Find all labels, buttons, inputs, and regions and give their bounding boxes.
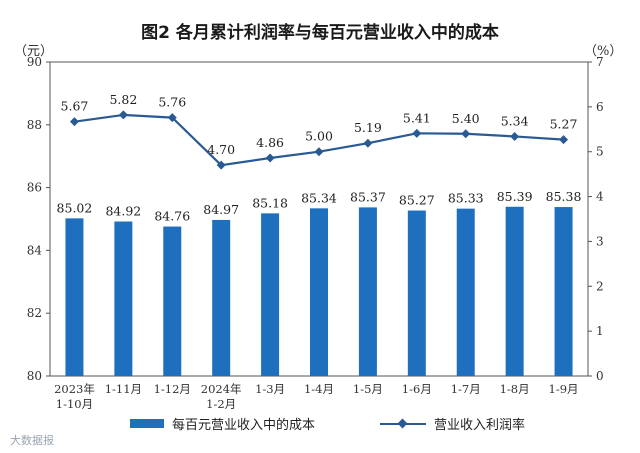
left-axis-tick-label: 80 — [27, 369, 42, 383]
line-point — [461, 129, 471, 139]
bar-data-label: 85.38 — [546, 189, 582, 204]
bar-data-label: 85.37 — [350, 189, 386, 204]
line-point — [314, 147, 324, 157]
x-axis-tick-label: 1-3月 — [255, 382, 285, 396]
bar — [65, 218, 84, 376]
bar — [358, 207, 377, 376]
right-axis-tick-label: 3 — [596, 234, 604, 248]
bar-data-label: 85.33 — [448, 191, 484, 206]
chart-title: 图2 各月累计利润率与每百元营业收入中的成本 — [141, 23, 499, 43]
bar — [310, 208, 328, 376]
bar — [407, 210, 426, 376]
x-axis-tick-label: 1-8月 — [500, 382, 530, 396]
right-axis-tick-label: 4 — [596, 190, 604, 204]
line-data-label: 4.86 — [256, 135, 284, 150]
x-axis-tick-label: 1-4月 — [304, 382, 334, 396]
bar-data-label: 85.18 — [252, 195, 288, 210]
right-axis-tick-label: 2 — [596, 279, 604, 293]
bar-data-label: 84.92 — [105, 204, 141, 219]
x-axis-tick-label: 1-5月 — [353, 382, 383, 396]
legend-bar-label: 每百元营业收入中的成本 — [172, 418, 316, 433]
bar-data-label: 84.97 — [203, 202, 239, 217]
left-axis-unit: （元） — [14, 44, 54, 59]
x-axis-tick-label: 1-6月 — [402, 382, 432, 396]
line-data-label: 4.70 — [207, 142, 235, 157]
watermark-logo: 大数据报 — [10, 434, 54, 447]
bar-data-label: 85.02 — [57, 200, 93, 215]
bar — [261, 213, 280, 376]
bar — [212, 219, 231, 376]
line-data-label: 5.67 — [61, 99, 89, 114]
bar — [114, 221, 133, 376]
line-point — [118, 110, 128, 120]
line-point — [69, 117, 79, 127]
line-point — [510, 131, 520, 141]
line-point — [559, 135, 569, 145]
bar — [163, 226, 182, 376]
line-point — [363, 138, 373, 148]
bar-data-label: 85.27 — [399, 193, 435, 208]
line-point — [216, 160, 226, 170]
left-axis-tick-label: 84 — [27, 243, 43, 257]
x-axis-tick-label: 2024年 — [201, 382, 242, 396]
line-data-label: 5.41 — [403, 110, 431, 125]
bar-data-label: 85.39 — [497, 189, 533, 204]
right-axis-unit: （%） — [584, 44, 623, 59]
legend-item-line: 营业收入利润率 — [380, 414, 525, 433]
x-axis-tick-label: 2023年 — [54, 382, 95, 396]
line-point — [167, 113, 177, 123]
x-axis-tick-label: 1-12月 — [154, 382, 191, 396]
line-data-label: 5.40 — [452, 111, 480, 126]
right-axis-tick-label: 7 — [596, 55, 604, 69]
line-data-label: 5.76 — [158, 95, 186, 110]
bar-data-label: 84.76 — [154, 209, 190, 224]
bar — [505, 206, 524, 376]
line-data-label: 5.34 — [501, 113, 529, 128]
x-axis-tick-label: 1-11月 — [105, 382, 142, 396]
left-axis-tick-label: 86 — [27, 181, 42, 195]
line-point — [265, 153, 275, 163]
legend-line-swatch — [380, 418, 426, 430]
bar-data-label: 85.34 — [301, 190, 337, 205]
right-axis-tick-label: 5 — [596, 145, 604, 159]
line-point — [412, 128, 422, 138]
x-axis-tick-label: 1-10月 — [56, 397, 93, 411]
bar — [554, 207, 573, 376]
x-axis-tick-label: 1-9月 — [549, 382, 579, 396]
bar — [456, 208, 475, 376]
legend-item-bars: 每百元营业收入中的成本 — [130, 414, 315, 433]
line-data-label: 5.00 — [305, 129, 333, 144]
right-axis-tick-label: 6 — [596, 100, 604, 114]
right-axis-tick-label: 0 — [596, 369, 604, 383]
line-data-label: 5.27 — [550, 117, 578, 132]
right-axis-tick-label: 1 — [596, 324, 604, 338]
left-axis-tick-label: 90 — [27, 55, 42, 69]
line-data-label: 5.19 — [354, 120, 382, 135]
x-axis-tick-label: 1-2月 — [206, 397, 236, 411]
left-axis-tick-label: 88 — [27, 118, 42, 132]
legend-bar-swatch — [130, 419, 164, 428]
x-axis-tick-label: 1-7月 — [451, 382, 481, 396]
line-data-label: 5.82 — [109, 92, 137, 107]
left-axis-tick-label: 82 — [27, 306, 42, 320]
legend-line-label: 营业收入利润率 — [434, 418, 526, 433]
